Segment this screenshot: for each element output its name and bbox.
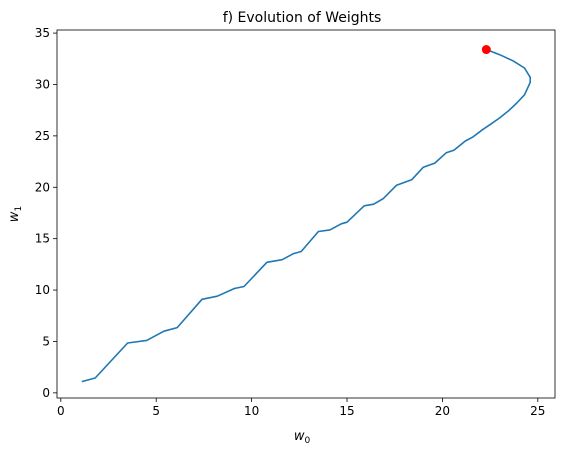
plot-area-frame	[56, 29, 556, 399]
y-tick-label: 30	[35, 77, 50, 91]
x-tick-label: 25	[530, 404, 545, 418]
y-tick-label: 35	[35, 26, 50, 40]
x-tick-label: 20	[435, 404, 450, 418]
y-axis: 0 5 10 15 20 25 30 35	[35, 26, 57, 400]
x-tick-label: 15	[339, 404, 354, 418]
x-axis: 0 5 10 15 20 25	[57, 398, 545, 418]
x-tick-label: 10	[244, 404, 259, 418]
y-tick-label: 0	[42, 386, 50, 400]
weights-trajectory-line	[81, 48, 532, 383]
y-tick-label: 10	[35, 283, 50, 297]
y-axis-label: w1	[7, 206, 24, 222]
marker-layer	[481, 45, 491, 55]
series-layer	[81, 48, 532, 383]
final-weight-marker	[481, 45, 491, 55]
y-tick-label: 20	[35, 180, 50, 194]
y-tick-label: 25	[35, 129, 50, 143]
chart-title: f) Evolution of Weights	[223, 10, 382, 26]
x-axis-label: w0	[294, 429, 311, 446]
y-tick-label: 5	[42, 334, 50, 348]
x-tick-label: 5	[152, 404, 160, 418]
y-tick-label: 15	[35, 232, 50, 246]
x-tick-label: 0	[57, 404, 65, 418]
